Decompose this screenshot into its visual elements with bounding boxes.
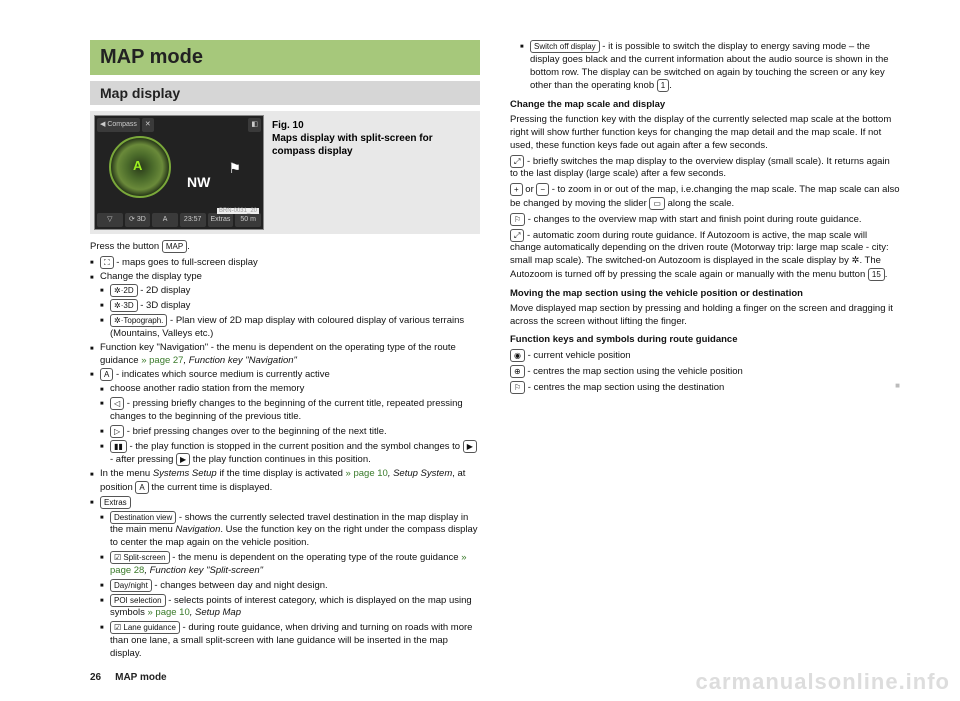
map-key: MAP bbox=[162, 240, 187, 253]
p-center1: ⊕ - centres the map section using the ve… bbox=[510, 365, 900, 379]
p-startfinish: ⚐ - changes to the overview map with sta… bbox=[510, 213, 900, 227]
key-autozoom: ⤢ bbox=[510, 229, 524, 242]
p-center2: ⚐ - centres the map section using the de… bbox=[510, 381, 900, 395]
subtitle-bar: Map display bbox=[90, 81, 480, 105]
key-3d: ✲·3D bbox=[110, 299, 138, 312]
li-radio: choose another radio station from the me… bbox=[100, 383, 480, 396]
key-2d: ✲·2D bbox=[110, 284, 138, 297]
compass-letter: A bbox=[133, 158, 142, 173]
footer: 26 MAP mode bbox=[90, 672, 167, 683]
bot-0: ▽ bbox=[97, 213, 123, 227]
key-overview: ⤢ bbox=[510, 155, 524, 168]
p-autozoom: ⤢ - automatic zoom during route guidance… bbox=[510, 229, 900, 282]
bot-4: Extras bbox=[208, 213, 234, 227]
p-overview: ⤢ - briefly switches the map display to … bbox=[510, 155, 900, 182]
page: MAP mode Map display ◀ Compass ✕ ◧ A NW … bbox=[0, 0, 960, 701]
p-zoom: + or − - to zoom in or out of the map, i… bbox=[510, 183, 900, 211]
li-poi: POI selection - selects points of intere… bbox=[100, 594, 480, 621]
key-center2: ⚐ bbox=[510, 381, 525, 394]
xref-27: » page 27 bbox=[141, 355, 183, 366]
li-prev: ◁ - pressing briefly changes to the begi… bbox=[100, 397, 480, 424]
key-lane: ☑ Lane guidance bbox=[110, 621, 180, 634]
title-bar: MAP mode bbox=[90, 40, 480, 75]
bot-1: ⟳ 3D bbox=[125, 213, 151, 227]
li-navkey: Function key "Navigation" - the menu is … bbox=[90, 342, 480, 368]
li-lane: ☑ Lane guidance - during route guidance,… bbox=[100, 621, 480, 660]
bot-5: 50 m bbox=[235, 213, 261, 227]
key-slider: ▭ bbox=[649, 197, 665, 210]
key-A2: A bbox=[135, 481, 148, 494]
head-scale: Change the map scale and display bbox=[510, 99, 900, 112]
nav-corner-btn: ◧ bbox=[248, 118, 261, 132]
nw-label: NW bbox=[187, 174, 210, 190]
key-A: A bbox=[100, 368, 113, 381]
bot-2: A bbox=[152, 213, 178, 227]
key-startfinish: ⚐ bbox=[510, 213, 525, 226]
key-minus: − bbox=[536, 183, 549, 196]
figure-code: BRN-0031_20 bbox=[217, 208, 259, 214]
li-fullscreen: ⛶ - maps goes to full-screen display bbox=[90, 256, 480, 270]
key-extras: Extras bbox=[100, 496, 131, 509]
nav-compass-btn: ◀ Compass bbox=[97, 118, 140, 132]
head-funckeys: Function keys and symbols during route g… bbox=[510, 334, 900, 347]
li-split: ☑ Split-screen - the menu is dependent o… bbox=[100, 551, 480, 578]
key-switchoff: Switch off display bbox=[530, 40, 600, 53]
figure-image: ◀ Compass ✕ ◧ A NW ⚑ ▽ ⟳ 3D A 23:57 Extr… bbox=[94, 115, 264, 230]
key-play1: ▶ bbox=[463, 440, 477, 453]
key-center1: ⊕ bbox=[510, 365, 525, 378]
figure-caption: Fig. 10 Maps display with split-screen f… bbox=[264, 115, 476, 230]
key-poi: POI selection bbox=[110, 594, 166, 607]
key-next: ▷ bbox=[110, 425, 124, 438]
nav-bottom: ▽ ⟳ 3D A 23:57 Extras 50 m bbox=[97, 213, 261, 227]
xref-10b: » page 10 bbox=[147, 607, 189, 618]
key-1: 1 bbox=[657, 79, 669, 92]
li-systems: In the menu Systems Setup if the time di… bbox=[90, 468, 480, 495]
li-change-type: Change the display type ✲·2D - 2D displa… bbox=[90, 271, 480, 341]
figure-block: ◀ Compass ✕ ◧ A NW ⚑ ▽ ⟳ 3D A 23:57 Extr… bbox=[90, 111, 480, 234]
li-next: ▷ - brief pressing changes over to the b… bbox=[100, 425, 480, 439]
nav-x-btn: ✕ bbox=[142, 118, 154, 132]
li-pause: ▮▮ - the play function is stopped in the… bbox=[100, 440, 480, 468]
li-extras: Extras Destination view - shows the curr… bbox=[90, 496, 480, 593]
page-number: 26 bbox=[90, 672, 101, 683]
li-3d: ✲·3D - 3D display bbox=[100, 299, 480, 313]
key-sq: ⛶ bbox=[100, 256, 114, 269]
flag-icon: ⚑ bbox=[228, 160, 241, 177]
li-switchoff: Switch off display - it is possible to s… bbox=[520, 40, 900, 93]
key-topo: ✲·Topograph. bbox=[110, 314, 167, 327]
key-pause: ▮▮ bbox=[110, 440, 127, 453]
p-scale: Pressing the function key with the displ… bbox=[510, 114, 900, 152]
footer-section: MAP mode bbox=[115, 672, 167, 683]
intro-line: Press the button MAP. bbox=[90, 240, 480, 254]
key-destview: Destination view bbox=[110, 511, 176, 524]
li-topo: ✲·Topograph. - Plan view of 2D map displ… bbox=[100, 314, 480, 341]
xref-10a: » page 10 bbox=[346, 468, 388, 479]
li-daynight: Day/night - changes between day and nigh… bbox=[100, 579, 480, 593]
bot-3: 23:57 bbox=[180, 213, 206, 227]
watermark: carmanualsonline.info bbox=[696, 669, 951, 695]
nav-top: ◀ Compass ✕ ◧ bbox=[97, 118, 261, 132]
key-split: ☑ Split-screen bbox=[110, 551, 170, 564]
key-vehpos: ◉ bbox=[510, 349, 525, 362]
key-daynight: Day/night bbox=[110, 579, 152, 592]
key-prev: ◁ bbox=[110, 397, 124, 410]
p-move: Move displayed map section by pressing a… bbox=[510, 303, 900, 329]
key-plus: + bbox=[510, 183, 523, 196]
key-play2: ▶ bbox=[176, 453, 190, 466]
p-vehpos: ◉ - current vehicle position bbox=[510, 349, 900, 363]
head-move: Moving the map section using the vehicle… bbox=[510, 288, 900, 301]
figure-caption-text: Maps display with split-screen for compa… bbox=[272, 132, 468, 158]
li-source: A - indicates which source medium is cur… bbox=[90, 368, 480, 467]
li-2d: ✲·2D - 2D display bbox=[100, 284, 480, 298]
li-destview: Destination view - shows the currently s… bbox=[100, 511, 480, 550]
header-block: MAP mode Map display ◀ Compass ✕ ◧ A NW … bbox=[90, 40, 480, 234]
figure-label: Fig. 10 bbox=[272, 119, 468, 132]
end-square-icon: ■ bbox=[895, 381, 900, 392]
key-15: 15 bbox=[868, 268, 885, 281]
left-list: ⛶ - maps goes to full-screen display Cha… bbox=[90, 256, 480, 593]
